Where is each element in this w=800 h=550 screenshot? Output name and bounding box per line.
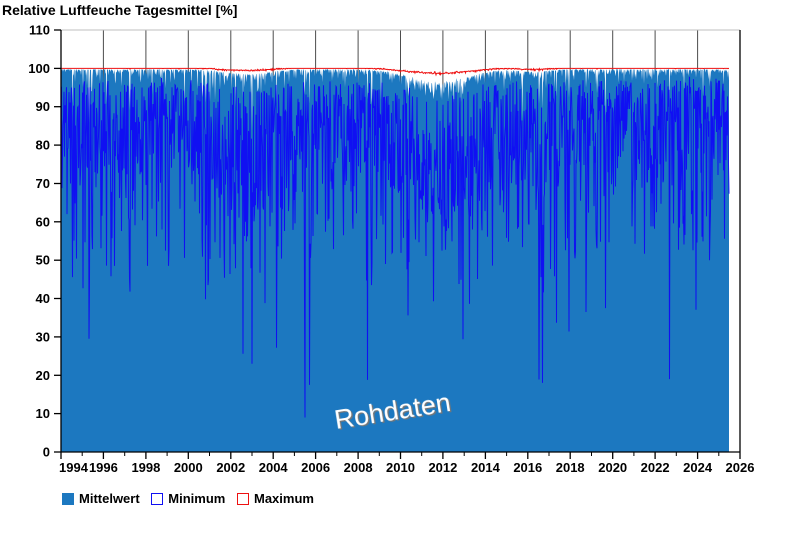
svg-text:2016: 2016 xyxy=(513,460,542,475)
svg-text:100: 100 xyxy=(28,61,50,76)
svg-text:20: 20 xyxy=(36,368,50,383)
svg-text:2020: 2020 xyxy=(598,460,627,475)
svg-text:40: 40 xyxy=(36,291,50,306)
svg-text:2026: 2026 xyxy=(726,460,755,475)
svg-text:1996: 1996 xyxy=(89,460,118,475)
svg-text:70: 70 xyxy=(36,176,50,191)
svg-text:2018: 2018 xyxy=(556,460,585,475)
svg-text:0: 0 xyxy=(43,445,50,460)
svg-text:2014: 2014 xyxy=(471,460,501,475)
svg-text:2022: 2022 xyxy=(641,460,670,475)
svg-text:1998: 1998 xyxy=(131,460,160,475)
svg-text:80: 80 xyxy=(36,138,50,153)
svg-text:90: 90 xyxy=(36,99,50,114)
svg-text:2002: 2002 xyxy=(216,460,245,475)
svg-text:2008: 2008 xyxy=(344,460,373,475)
svg-text:50: 50 xyxy=(36,253,50,268)
svg-text:2006: 2006 xyxy=(301,460,330,475)
svg-text:2004: 2004 xyxy=(259,460,289,475)
svg-text:60: 60 xyxy=(36,214,50,229)
svg-text:30: 30 xyxy=(36,329,50,344)
svg-text:2024: 2024 xyxy=(683,460,713,475)
svg-text:2010: 2010 xyxy=(386,460,415,475)
svg-text:2012: 2012 xyxy=(428,460,457,475)
svg-text:10: 10 xyxy=(36,406,50,421)
svg-text:1994: 1994 xyxy=(59,460,89,475)
svg-text:110: 110 xyxy=(29,23,50,38)
svg-text:2000: 2000 xyxy=(174,460,203,475)
